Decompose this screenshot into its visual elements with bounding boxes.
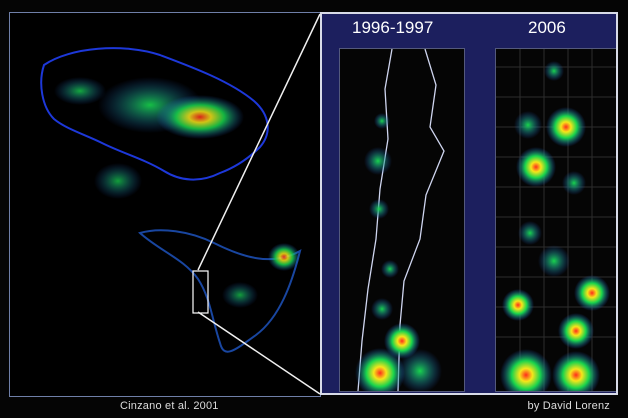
chile-comparison-panel: 1996-1997 2006 [320, 12, 618, 395]
americas-night-light-map: box [9, 12, 321, 397]
chile-2006-map [496, 49, 616, 391]
chile-1996-1997-map [340, 49, 464, 391]
americas-map-svg: box [10, 13, 320, 396]
south-brazil-light-cluster [222, 282, 258, 308]
mexico-light-cluster [94, 163, 142, 199]
us-east-light-cluster [156, 95, 244, 139]
after-year-label: 2006 [528, 18, 566, 37]
north-america-lights [40, 47, 269, 181]
right-credit: by David Lorenz [527, 400, 610, 412]
before-year-label: 1996-1997 [352, 18, 434, 37]
left-credit: Cinzano et al. 2001 [120, 400, 219, 412]
brazil-light-cluster [268, 243, 300, 271]
south-america-lights [138, 229, 302, 353]
chile-1996-1997-inset [339, 48, 465, 392]
us-west-light-cluster [54, 77, 106, 105]
chile-2006-inset [495, 48, 616, 392]
